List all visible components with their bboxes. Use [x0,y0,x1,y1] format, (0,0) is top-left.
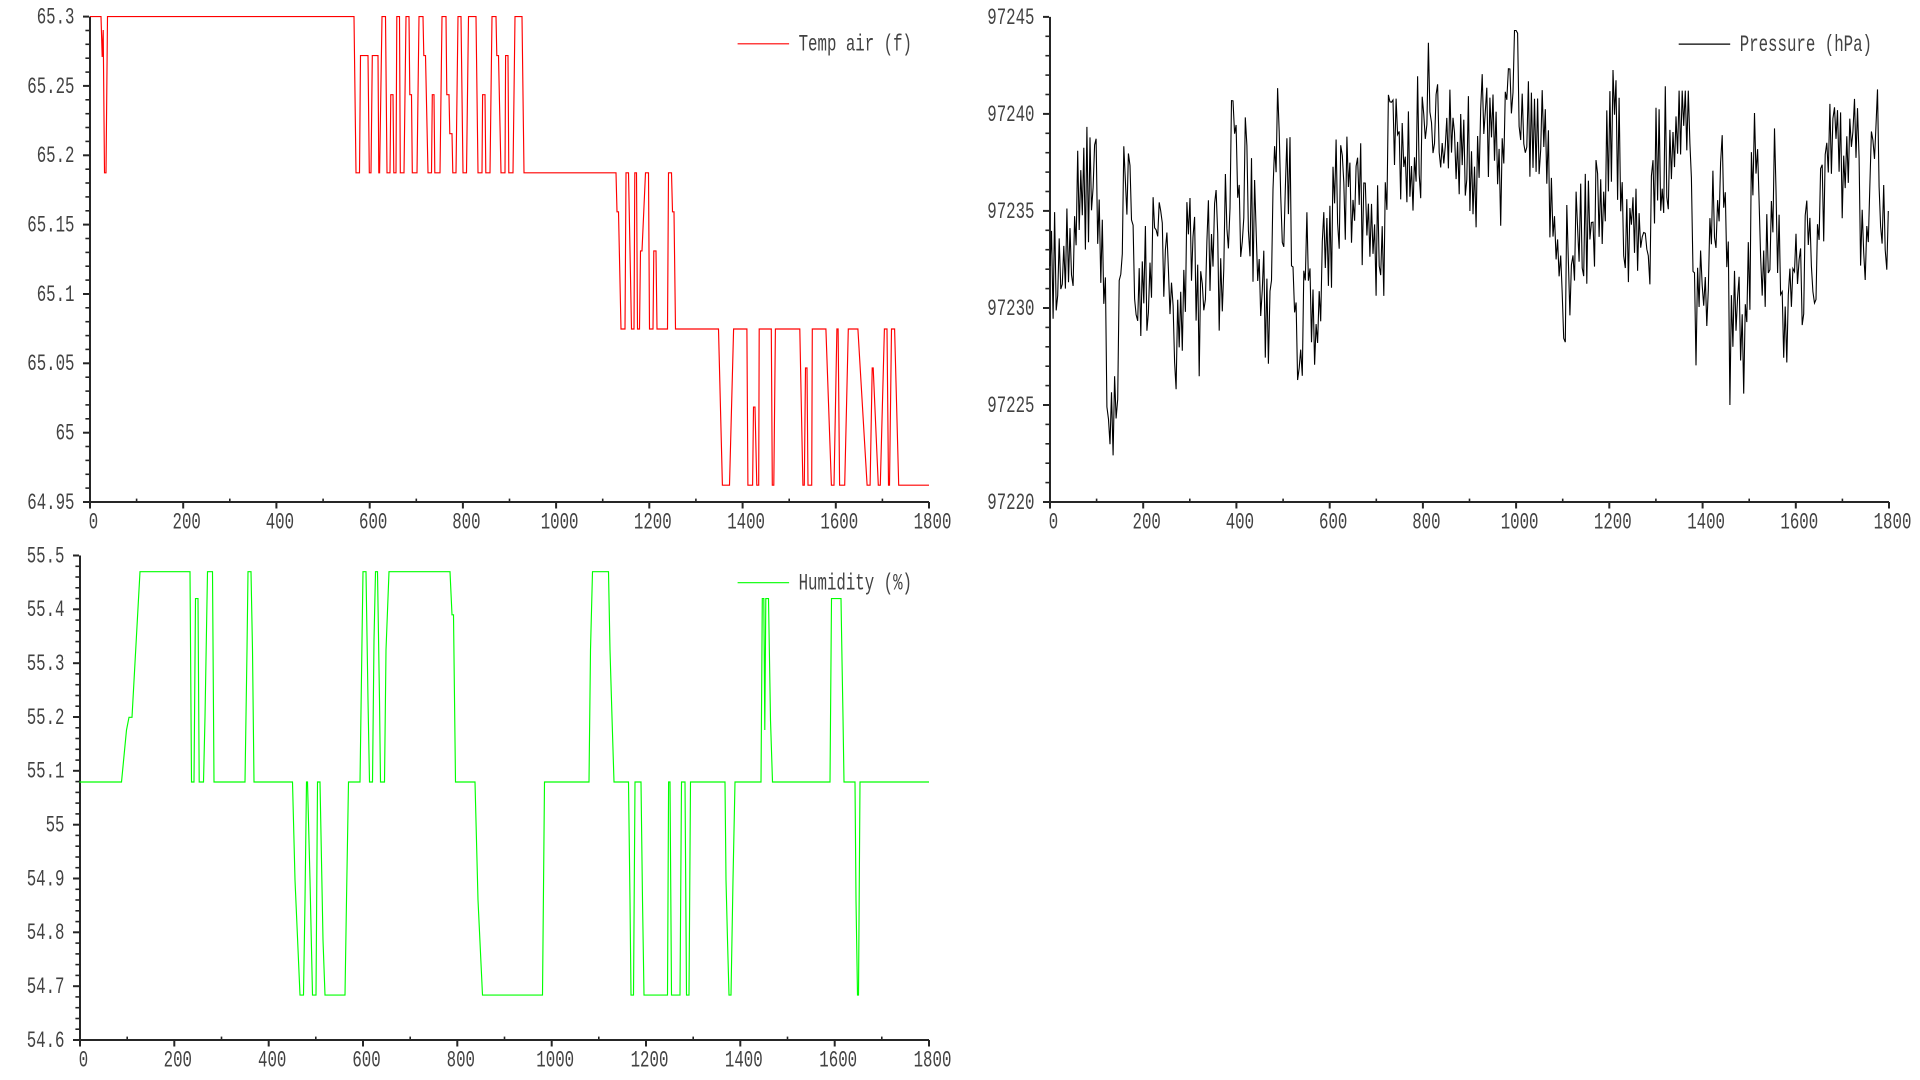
svg-text:97245: 97245 [987,5,1034,31]
svg-text:65.3: 65.3 [37,5,75,31]
svg-text:1600: 1600 [819,1047,857,1073]
svg-text:0: 0 [1049,509,1058,535]
svg-text:65.05: 65.05 [27,351,74,377]
svg-text:1400: 1400 [727,509,765,535]
svg-text:1000: 1000 [1501,509,1539,535]
svg-text:1800: 1800 [1874,509,1912,535]
svg-text:600: 600 [359,509,387,535]
svg-text:0: 0 [89,509,98,535]
svg-text:54.9: 54.9 [27,866,65,892]
svg-text:Humidity (%): Humidity (%) [799,571,912,597]
svg-text:65.15: 65.15 [27,213,74,239]
svg-text:65.25: 65.25 [27,74,74,100]
svg-text:1600: 1600 [820,509,858,535]
svg-text:54.8: 54.8 [27,920,65,946]
svg-text:97230: 97230 [987,296,1034,322]
svg-text:200: 200 [173,509,201,535]
svg-text:1200: 1200 [631,1047,669,1073]
svg-text:1200: 1200 [1594,509,1632,535]
svg-text:97220: 97220 [987,490,1034,516]
svg-text:55.5: 55.5 [27,543,65,569]
svg-text:400: 400 [258,1047,286,1073]
svg-text:600: 600 [352,1047,380,1073]
svg-text:97240: 97240 [987,102,1034,128]
svg-text:97235: 97235 [987,199,1034,225]
svg-text:54.6: 54.6 [27,1028,65,1054]
svg-text:97225: 97225 [987,393,1034,419]
svg-text:55.2: 55.2 [27,705,65,731]
svg-text:1400: 1400 [725,1047,763,1073]
svg-text:400: 400 [1226,509,1254,535]
svg-text:1600: 1600 [1780,509,1818,535]
svg-text:200: 200 [164,1047,192,1073]
svg-text:65.2: 65.2 [37,143,75,169]
svg-text:400: 400 [266,509,294,535]
svg-text:55: 55 [46,813,65,839]
svg-text:800: 800 [1412,509,1440,535]
svg-text:65: 65 [56,421,75,447]
svg-text:55.4: 55.4 [27,597,65,623]
svg-text:Temp air (f): Temp air (f) [799,32,912,58]
svg-text:55.1: 55.1 [27,759,65,785]
svg-text:1800: 1800 [914,509,952,535]
svg-text:Pressure (hPa): Pressure (hPa) [1740,32,1872,58]
svg-text:1200: 1200 [634,509,672,535]
svg-text:800: 800 [452,509,480,535]
svg-text:1000: 1000 [541,509,579,535]
svg-text:1800: 1800 [914,1047,952,1073]
svg-text:0: 0 [79,1047,88,1073]
svg-text:54.7: 54.7 [27,974,65,1000]
svg-text:600: 600 [1319,509,1347,535]
svg-text:800: 800 [447,1047,475,1073]
svg-text:1000: 1000 [536,1047,574,1073]
svg-text:200: 200 [1133,509,1161,535]
svg-text:55.3: 55.3 [27,651,65,677]
svg-text:65.1: 65.1 [37,282,75,308]
svg-text:1400: 1400 [1687,509,1725,535]
svg-text:64.95: 64.95 [27,490,74,516]
